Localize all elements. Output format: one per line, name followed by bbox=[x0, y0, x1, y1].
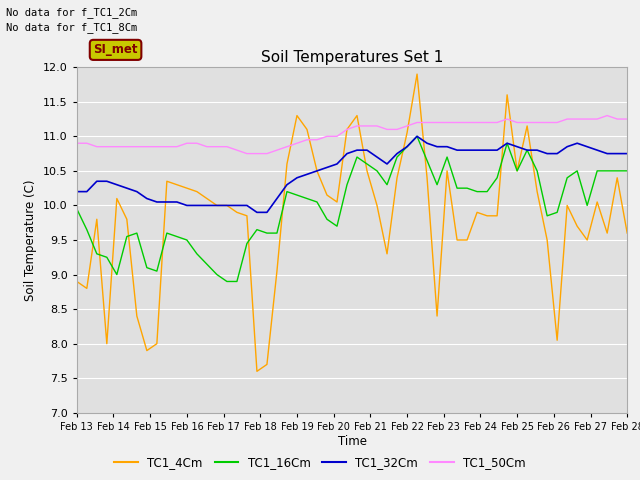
TC1_4Cm bbox=[283, 161, 291, 167]
TC1_32Cm bbox=[73, 189, 81, 194]
TC1_50Cm bbox=[393, 127, 401, 132]
TC1_16Cm bbox=[413, 133, 421, 139]
TC1_16Cm bbox=[393, 154, 401, 160]
TC1_16Cm bbox=[433, 182, 441, 188]
Y-axis label: Soil Temperature (C): Soil Temperature (C) bbox=[24, 179, 38, 301]
TC1_50Cm bbox=[503, 116, 511, 122]
Line: TC1_50Cm: TC1_50Cm bbox=[77, 116, 627, 154]
Line: TC1_32Cm: TC1_32Cm bbox=[77, 136, 627, 212]
TC1_16Cm bbox=[283, 189, 291, 194]
TC1_32Cm bbox=[433, 144, 441, 150]
TC1_32Cm bbox=[623, 151, 631, 156]
TC1_4Cm bbox=[453, 237, 461, 243]
TC1_50Cm bbox=[604, 113, 611, 119]
TC1_50Cm bbox=[283, 144, 291, 150]
Line: TC1_16Cm: TC1_16Cm bbox=[77, 136, 627, 281]
TC1_32Cm bbox=[513, 144, 521, 150]
TC1_32Cm bbox=[453, 147, 461, 153]
TC1_50Cm bbox=[243, 151, 251, 156]
TC1_32Cm bbox=[283, 182, 291, 188]
Title: Soil Temperatures Set 1: Soil Temperatures Set 1 bbox=[261, 49, 443, 65]
TC1_16Cm bbox=[83, 227, 91, 232]
TC1_4Cm bbox=[83, 286, 91, 291]
TC1_50Cm bbox=[623, 116, 631, 122]
TC1_4Cm bbox=[623, 230, 631, 236]
TC1_50Cm bbox=[444, 120, 451, 125]
TC1_16Cm bbox=[223, 278, 231, 284]
TC1_4Cm bbox=[393, 175, 401, 180]
TC1_4Cm bbox=[513, 168, 521, 174]
TC1_16Cm bbox=[453, 185, 461, 191]
TC1_4Cm bbox=[433, 313, 441, 319]
TC1_50Cm bbox=[423, 120, 431, 125]
TC1_32Cm bbox=[393, 151, 401, 156]
TC1_32Cm bbox=[413, 133, 421, 139]
TC1_16Cm bbox=[623, 168, 631, 174]
TC1_4Cm bbox=[413, 71, 421, 77]
X-axis label: Time: Time bbox=[337, 434, 367, 448]
Line: TC1_4Cm: TC1_4Cm bbox=[77, 74, 627, 372]
TC1_50Cm bbox=[73, 140, 81, 146]
TC1_4Cm bbox=[73, 278, 81, 284]
Text: No data for f_TC1_2Cm: No data for f_TC1_2Cm bbox=[6, 7, 138, 18]
TC1_16Cm bbox=[73, 206, 81, 212]
TC1_50Cm bbox=[83, 140, 91, 146]
Text: No data for f_TC1_8Cm: No data for f_TC1_8Cm bbox=[6, 22, 138, 33]
TC1_32Cm bbox=[253, 209, 260, 215]
Text: SI_met: SI_met bbox=[93, 43, 138, 56]
TC1_32Cm bbox=[83, 189, 91, 194]
TC1_16Cm bbox=[513, 168, 521, 174]
Legend: TC1_4Cm, TC1_16Cm, TC1_32Cm, TC1_50Cm: TC1_4Cm, TC1_16Cm, TC1_32Cm, TC1_50Cm bbox=[109, 452, 531, 474]
TC1_4Cm bbox=[253, 369, 260, 374]
